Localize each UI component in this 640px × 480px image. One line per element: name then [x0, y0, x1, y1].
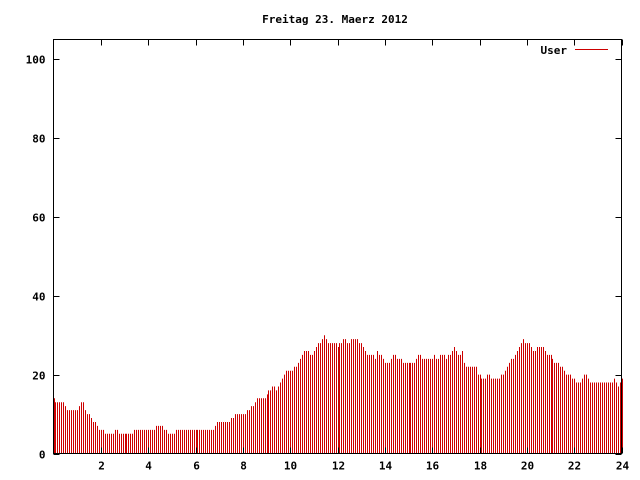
x-tick-label: 14 [379, 460, 393, 473]
x-tick-label: 24 [616, 460, 630, 473]
plot-frame [53, 39, 622, 454]
x-tick-label: 22 [568, 460, 581, 473]
x-axis: 2 4 6 8 10 12 14 16 18 20 22 24 [98, 39, 630, 473]
y-tick-label: 0 [39, 449, 46, 462]
x-tick-label: 16 [426, 460, 440, 473]
y-tick-label: 60 [32, 212, 45, 225]
legend: User [541, 44, 608, 57]
x-tick-label: 2 [98, 460, 105, 473]
legend-label-user: User [541, 44, 568, 57]
y-tick-label: 40 [32, 291, 45, 304]
x-tick-label: 4 [145, 460, 152, 473]
x-tick-label: 20 [521, 460, 534, 473]
bar-series-user [54, 335, 623, 454]
x-tick-label: 6 [193, 460, 200, 473]
y-tick-label: 80 [32, 133, 45, 146]
y-tick-label: 100 [26, 54, 46, 67]
x-tick-label: 12 [332, 460, 345, 473]
x-tick-label: 18 [474, 460, 487, 473]
y-axis: 0 20 40 60 80 100 [26, 54, 622, 462]
chart-title: Freitag 23. Maerz 2012 [262, 13, 408, 26]
y-tick-label: 20 [32, 370, 45, 383]
x-tick-label: 8 [240, 460, 247, 473]
x-tick-label: 10 [284, 460, 297, 473]
